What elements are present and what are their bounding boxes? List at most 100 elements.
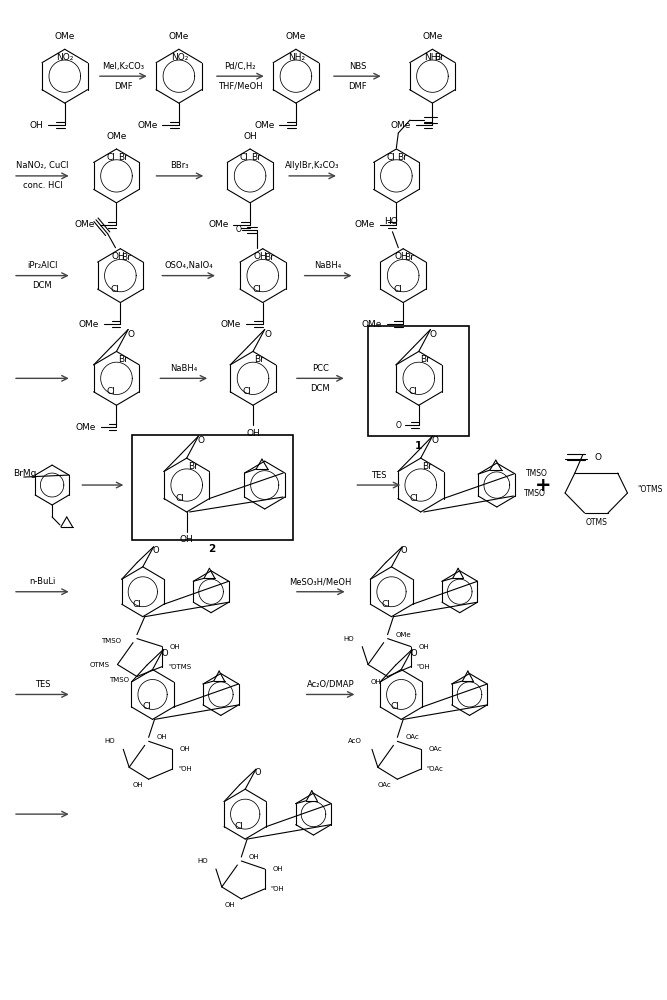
Text: NH₂: NH₂ [287, 53, 305, 62]
Text: 2: 2 [208, 544, 215, 554]
Text: OMe: OMe [391, 121, 411, 130]
Text: OH: OH [180, 535, 193, 544]
Text: O: O [255, 768, 261, 777]
Text: OH: OH [157, 734, 167, 740]
Text: +: + [534, 476, 551, 495]
Text: O: O [432, 436, 439, 445]
Text: TMSO: TMSO [524, 489, 546, 498]
Text: n-BuLi: n-BuLi [29, 577, 55, 586]
Text: OH: OH [253, 252, 267, 261]
Text: OH: OH [132, 782, 143, 788]
Text: BrMg: BrMg [13, 469, 37, 478]
Text: TMSO: TMSO [101, 638, 121, 644]
Text: Cl: Cl [381, 600, 390, 609]
Text: NaBH₄: NaBH₄ [170, 364, 197, 373]
Text: OMe: OMe [254, 121, 274, 130]
Text: O: O [396, 421, 402, 430]
Text: OH: OH [371, 679, 382, 685]
Text: NH₂: NH₂ [424, 53, 442, 62]
Text: THF/MeOH: THF/MeOH [218, 82, 263, 91]
Text: DCM: DCM [33, 281, 52, 290]
Text: Br: Br [117, 153, 127, 162]
Text: Br: Br [404, 253, 414, 262]
Text: OH: OH [180, 746, 191, 752]
Text: HO: HO [197, 858, 208, 864]
Text: Cl: Cl [106, 153, 115, 162]
Text: OH: OH [225, 902, 235, 908]
Text: DCM: DCM [310, 384, 330, 393]
Text: OMe: OMe [169, 32, 189, 41]
Text: O: O [152, 546, 159, 555]
Text: OH: OH [246, 429, 260, 438]
Text: OTMS: OTMS [89, 662, 109, 668]
Text: OMe: OMe [106, 132, 127, 141]
Bar [132, 435, 293, 540]
Text: OTMS: OTMS [586, 518, 607, 527]
Text: OMe: OMe [422, 32, 443, 41]
Text: Cl: Cl [175, 494, 185, 503]
Text: OH: OH [29, 121, 43, 130]
Text: Br: Br [251, 153, 261, 162]
Text: NaNO₂, CuCl: NaNO₂, CuCl [16, 161, 69, 170]
Text: OMe: OMe [355, 220, 375, 229]
Text: OAc: OAc [378, 782, 392, 788]
Text: OMe: OMe [75, 220, 95, 229]
Text: Br: Br [121, 253, 131, 262]
Text: AllylBr,K₂CO₃: AllylBr,K₂CO₃ [285, 161, 340, 170]
Text: OMe: OMe [396, 632, 411, 638]
Text: OH: OH [394, 252, 408, 261]
Text: AcO: AcO [348, 738, 362, 744]
Text: "OAc: "OAc [427, 766, 444, 772]
Text: OMe: OMe [221, 320, 241, 329]
Text: O: O [401, 546, 408, 555]
Text: Br: Br [188, 462, 198, 471]
Text: Cl: Cl [240, 153, 249, 162]
Text: OH: OH [170, 644, 181, 650]
Text: iPr₂AlCl: iPr₂AlCl [27, 261, 57, 270]
Text: Cl: Cl [142, 702, 151, 711]
Text: OH: OH [273, 866, 283, 872]
Text: OH: OH [419, 644, 430, 650]
Text: Br: Br [434, 53, 444, 62]
Text: O: O [411, 649, 418, 658]
Text: Cl: Cl [133, 600, 141, 609]
Text: Cl: Cl [409, 387, 418, 396]
Text: OMe: OMe [79, 320, 99, 329]
Text: OMe: OMe [285, 32, 306, 41]
Text: O: O [162, 649, 169, 658]
Text: Br: Br [117, 355, 127, 364]
Text: TES: TES [35, 680, 50, 689]
Text: Ac₂O/DMAP: Ac₂O/DMAP [307, 680, 354, 689]
Text: HO: HO [105, 738, 115, 744]
Text: 1: 1 [415, 441, 422, 451]
Text: OSO₄,NaIO₄: OSO₄,NaIO₄ [164, 261, 213, 270]
Text: O: O [197, 436, 205, 445]
Text: O: O [594, 453, 602, 462]
Text: PCC: PCC [312, 364, 329, 373]
Text: TES: TES [371, 471, 387, 480]
Text: Br: Br [420, 355, 430, 364]
Text: OH: OH [243, 132, 257, 141]
Text: OH: OH [111, 252, 125, 261]
Text: "OH: "OH [417, 664, 431, 670]
Text: O: O [430, 330, 437, 339]
Text: OMe: OMe [362, 320, 382, 329]
Text: NBS: NBS [349, 62, 366, 71]
Text: "OTMS: "OTMS [637, 485, 662, 494]
Text: OMe: OMe [75, 423, 96, 432]
Bar [368, 326, 470, 436]
Text: OMe: OMe [137, 121, 157, 130]
Text: TMSO: TMSO [526, 469, 548, 478]
Text: OH: OH [249, 854, 259, 860]
Text: HO: HO [344, 636, 354, 642]
Text: Br: Br [254, 355, 264, 364]
Text: "OTMS: "OTMS [168, 664, 191, 670]
Text: Br: Br [398, 153, 408, 162]
Text: Mel,K₂CO₃: Mel,K₂CO₃ [102, 62, 144, 71]
Text: "OH: "OH [271, 886, 284, 892]
Text: Cl: Cl [410, 494, 418, 503]
Text: NO₂: NO₂ [57, 53, 74, 62]
Text: TMSO: TMSO [109, 677, 129, 683]
Text: O: O [235, 225, 241, 234]
Text: DMF: DMF [348, 82, 367, 91]
